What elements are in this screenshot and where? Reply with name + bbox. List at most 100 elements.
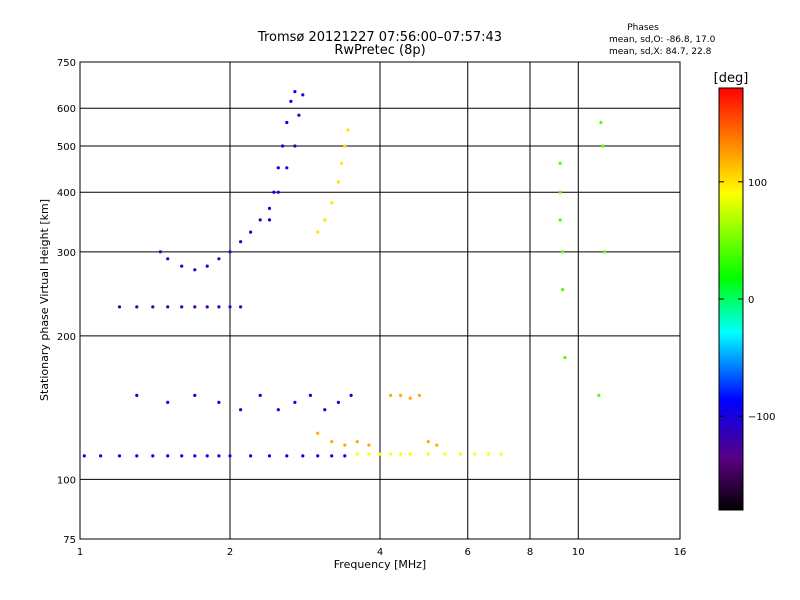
x-axis-label: Frequency [MHz] bbox=[334, 558, 426, 571]
echo-point bbox=[323, 408, 327, 412]
echo-point bbox=[135, 393, 139, 397]
echo-point bbox=[239, 240, 243, 244]
echo-point bbox=[473, 452, 477, 456]
echo-point bbox=[228, 305, 232, 309]
echo-point bbox=[597, 393, 601, 397]
stats-line-o: mean, sd,O: -86.8, 17.0 bbox=[609, 35, 716, 45]
y-tick-label: 75 bbox=[63, 535, 76, 546]
echo-point bbox=[285, 166, 289, 170]
grid-lines bbox=[80, 62, 680, 539]
chart-title-line2: RwPretec (8p) bbox=[334, 43, 425, 58]
echo-point bbox=[601, 144, 605, 148]
x-tick-label: 2 bbox=[227, 547, 233, 558]
echo-point bbox=[458, 452, 462, 456]
y-tick-label: 600 bbox=[57, 104, 76, 115]
echo-point bbox=[193, 305, 197, 309]
echo-point bbox=[563, 356, 567, 360]
echo-point bbox=[249, 230, 253, 234]
x-tick-label: 1 bbox=[77, 547, 83, 558]
echo-point bbox=[205, 454, 209, 458]
stats-title: Phases bbox=[627, 23, 659, 33]
y-tick-label: 300 bbox=[57, 248, 76, 259]
echo-point bbox=[205, 305, 209, 309]
echo-point bbox=[180, 305, 184, 309]
echo-point bbox=[558, 218, 562, 222]
echo-point bbox=[166, 400, 170, 404]
x-tick-label: 6 bbox=[465, 547, 471, 558]
echo-point bbox=[205, 264, 209, 268]
echo-point bbox=[166, 454, 170, 458]
echo-point bbox=[426, 452, 430, 456]
echo-point bbox=[343, 454, 347, 458]
echo-point bbox=[340, 161, 344, 165]
echo-point bbox=[355, 440, 359, 444]
echo-point bbox=[158, 250, 162, 254]
x-axis-ticks: 1 2 4 6 8 10 16 bbox=[77, 547, 687, 558]
echo-point bbox=[217, 257, 221, 261]
echo-point bbox=[228, 454, 232, 458]
echo-point bbox=[117, 305, 122, 309]
echo-point bbox=[289, 99, 293, 103]
echo-point bbox=[603, 250, 607, 254]
echo-point bbox=[316, 431, 320, 435]
echo-point bbox=[408, 396, 412, 400]
colorbar-tick-label: −100 bbox=[748, 412, 775, 423]
echo-point bbox=[336, 400, 340, 404]
colorbar-label: [deg] bbox=[714, 71, 749, 86]
y-tick-label: 100 bbox=[57, 475, 76, 486]
echo-point bbox=[486, 452, 490, 456]
echo-point bbox=[249, 454, 253, 458]
echo-point bbox=[217, 454, 221, 458]
echo-point bbox=[426, 440, 430, 444]
echo-point bbox=[336, 180, 340, 184]
echo-point bbox=[135, 305, 139, 309]
echo-point bbox=[330, 454, 334, 458]
echo-point bbox=[389, 393, 393, 397]
echo-point bbox=[276, 190, 280, 194]
colorbar-ticks: 100 0 −100 bbox=[719, 178, 775, 423]
echo-point bbox=[417, 393, 422, 397]
echo-point bbox=[378, 452, 382, 456]
echo-point bbox=[293, 144, 297, 148]
echo-point bbox=[151, 305, 155, 309]
y-tick-label: 750 bbox=[57, 58, 76, 69]
echo-point bbox=[267, 206, 272, 210]
echo-point bbox=[301, 454, 305, 458]
echo-point bbox=[561, 250, 565, 254]
stats-line-x: mean, sd,X: 84.7, 22.8 bbox=[609, 47, 712, 57]
y-tick-label: 400 bbox=[57, 188, 76, 199]
echo-point bbox=[435, 443, 439, 447]
echo-point bbox=[117, 454, 122, 458]
y-tick-label: 500 bbox=[57, 142, 76, 153]
echo-point bbox=[276, 166, 280, 170]
echo-point bbox=[193, 454, 197, 458]
y-axis-ticks: 75 100 200 300 400 500 600 750 bbox=[57, 58, 76, 546]
echo-point bbox=[343, 443, 347, 447]
echo-point bbox=[558, 190, 562, 194]
echo-point bbox=[135, 454, 139, 458]
echo-point bbox=[323, 218, 327, 222]
echo-point bbox=[228, 250, 232, 254]
colorbar-tick-label: 0 bbox=[748, 295, 754, 306]
echo-point bbox=[408, 452, 412, 456]
echo-point bbox=[267, 454, 272, 458]
echo-point bbox=[355, 452, 359, 456]
echo-point bbox=[239, 408, 243, 412]
echo-point bbox=[499, 452, 503, 456]
echo-point bbox=[193, 268, 197, 272]
echo-point bbox=[561, 288, 565, 292]
echo-point bbox=[399, 452, 403, 456]
echo-point bbox=[399, 393, 403, 397]
echo-point bbox=[301, 93, 305, 97]
echo-point bbox=[558, 161, 562, 165]
echo-point bbox=[389, 452, 393, 456]
echo-point bbox=[308, 393, 312, 397]
colorbar-tick-label: 100 bbox=[748, 178, 767, 189]
echo-point bbox=[180, 264, 184, 268]
echo-point bbox=[281, 144, 285, 148]
echo-points bbox=[82, 90, 607, 458]
x-tick-label: 4 bbox=[377, 547, 383, 558]
x-tick-label: 8 bbox=[527, 547, 533, 558]
y-axis-label: Stationary phase Virtual Height [km] bbox=[38, 199, 51, 401]
